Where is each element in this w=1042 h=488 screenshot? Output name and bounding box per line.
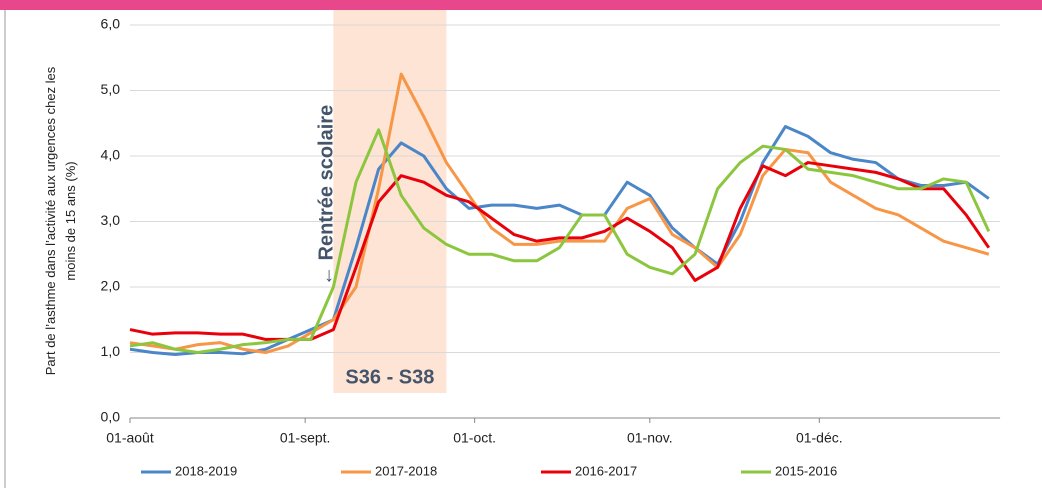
x-tick-label: 01-août [106,430,154,446]
series-line [129,161,991,341]
x-tick-label: 01-sept. [280,430,331,446]
shade-label: S36 - S38 [345,366,434,388]
x-tick-label: 01-déc. [796,430,843,446]
y-tick-label: 2,0 [101,278,121,294]
y-tick-label: 3,0 [101,212,121,228]
series-line [129,128,991,354]
series-line [129,72,990,354]
grid-layer [129,24,1001,423]
legend-label: 2016-2017 [575,463,637,478]
y-tick-label: 4,0 [101,147,121,163]
lines-layer [129,72,991,356]
y-axis-label-line: Part de l’asthme dans l’activité aux urg… [43,66,58,375]
legend-label: 2017-2018 [375,463,437,478]
series-line [129,125,990,356]
x-tick-label: 01-nov. [627,430,673,446]
y-tick-label: 0,0 [101,409,121,425]
legend-label: 2015-2016 [775,463,837,478]
y-tick-label: 5,0 [101,81,121,97]
y-axis-label-line: moins de 15 ans (%) [63,161,78,280]
labels-layer: S36 - S38 ← Rentrée scolaire 0,0 1,0 2,0 3,0 4… [43,16,842,479]
header-band [0,0,1042,10]
y-tick-label: 6,0 [101,16,121,32]
x-tick-label: 01-oct. [453,430,496,446]
annotation: ← Rentrée scolaire [316,105,338,286]
y-axis-label: Part de l’asthme dans l’activité aux urg… [43,66,78,375]
legend-label: 2018-2019 [175,463,237,478]
y-tick-label: 1,0 [101,343,121,359]
